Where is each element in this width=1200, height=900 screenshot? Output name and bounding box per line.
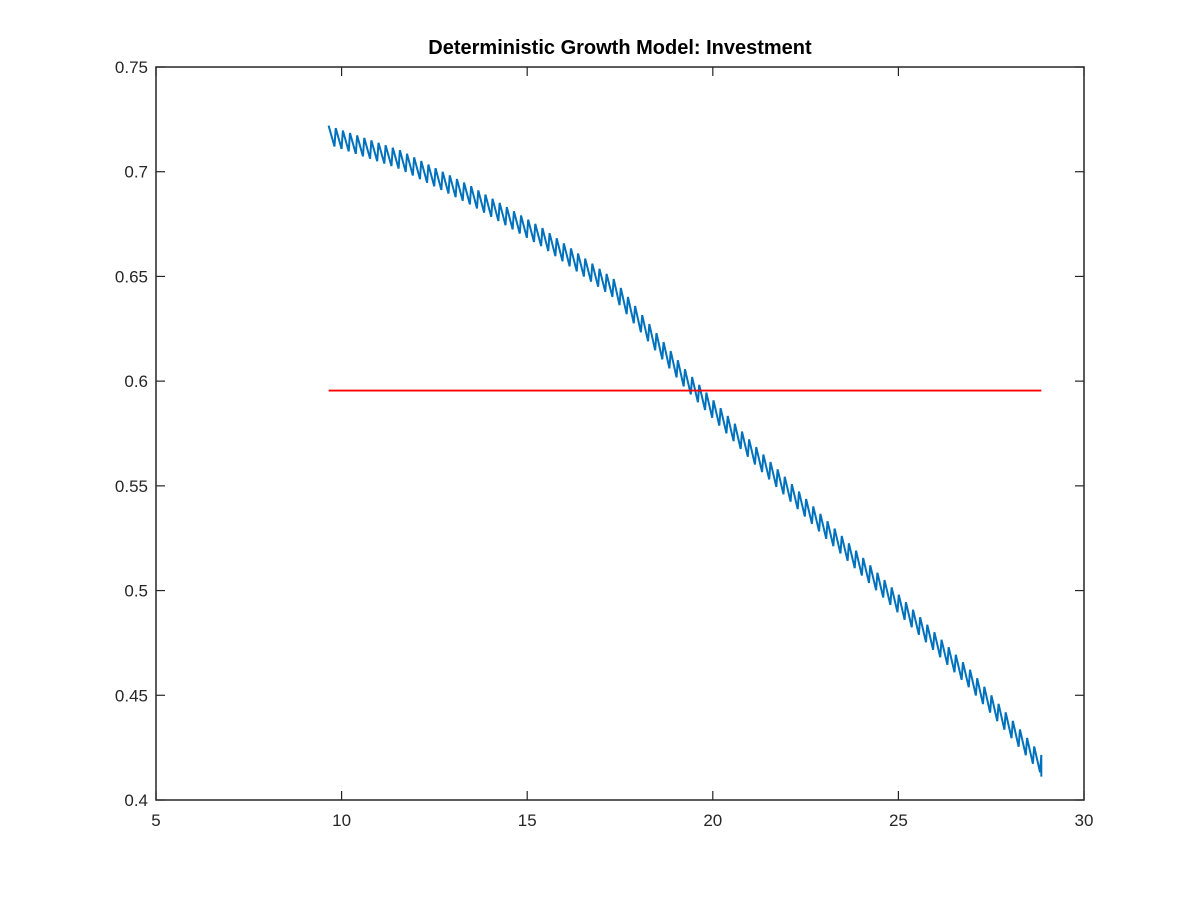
y-tick-label: 0.5 — [124, 582, 148, 601]
x-tick-label: 10 — [332, 811, 351, 830]
x-tick-label: 15 — [518, 811, 537, 830]
y-tick-label: 0.4 — [124, 791, 148, 810]
x-tick-label: 5 — [151, 811, 160, 830]
series-layer — [327, 125, 1043, 777]
y-tick-label: 0.45 — [115, 686, 148, 705]
plot-area — [156, 67, 1084, 800]
y-tick-label: 0.6 — [124, 372, 148, 391]
axes-box — [155, 66, 1085, 801]
x-tick-label: 25 — [889, 811, 908, 830]
x-tick-label: 30 — [1075, 811, 1094, 830]
tick-layer: 5 10 15 20 25 30 0.4 0.45 0.5 0.55 0.6 0.65 0.7 0.75 — [115, 58, 1094, 830]
y-tick-label: 0.7 — [124, 163, 148, 182]
x-tick-label: 20 — [703, 811, 722, 830]
investment-series-line — [327, 125, 1043, 777]
y-tick-label: 0.55 — [115, 477, 148, 496]
y-tick-label: 0.75 — [115, 58, 148, 77]
chart-title: Deterministic Growth Model: Investment — [428, 37, 812, 59]
y-tick-label: 0.65 — [115, 267, 148, 286]
